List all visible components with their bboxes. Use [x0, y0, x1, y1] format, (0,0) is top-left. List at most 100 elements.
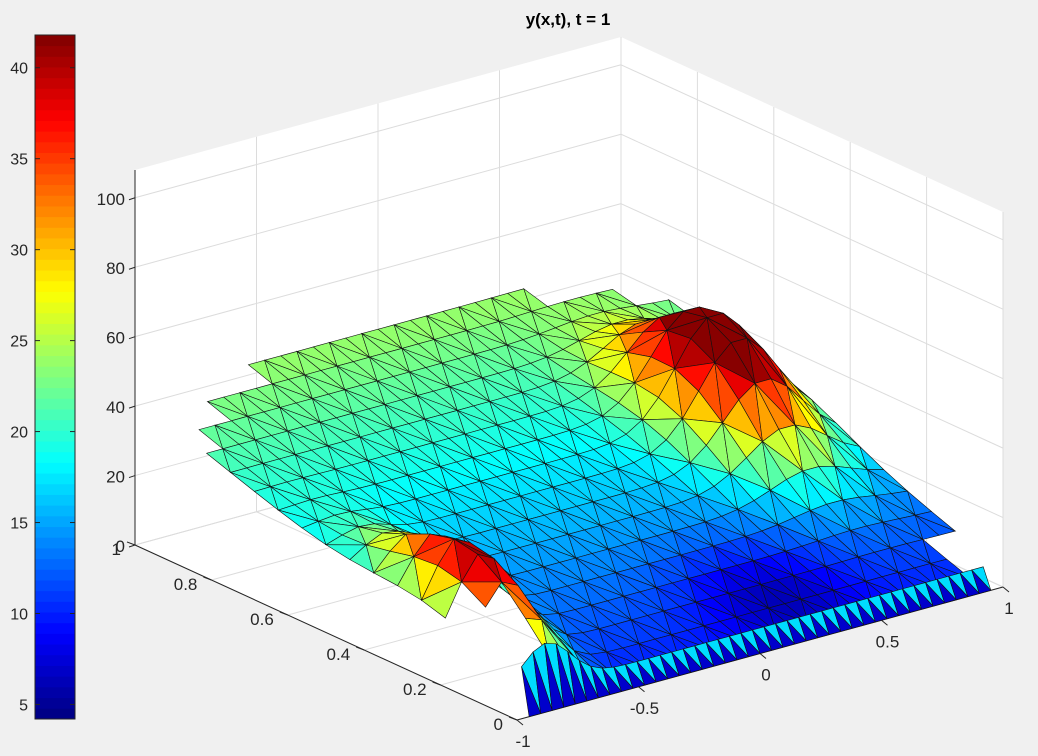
- colorbar-band: [35, 163, 75, 175]
- colorbar-band: [35, 526, 75, 538]
- colorbar-band: [35, 184, 75, 196]
- skirt-facet: [555, 643, 576, 708]
- colorbar-band: [35, 419, 75, 431]
- colorbar-band: [35, 622, 75, 634]
- colorbar-band: [35, 323, 75, 335]
- y-tick-label: 0.4: [327, 645, 351, 664]
- skirt-facet: [613, 666, 634, 692]
- skirt-facet: [636, 661, 657, 686]
- x-tick: [1002, 586, 1010, 593]
- colorbar-band: [35, 377, 75, 389]
- z-tick-label: 80: [106, 259, 125, 278]
- grid-line: [620, 272, 1004, 449]
- colorbar-band: [35, 88, 75, 100]
- colorbar-band: [35, 344, 75, 357]
- colorbar-band: [35, 291, 75, 303]
- skirt-facet: [775, 623, 796, 648]
- skirt-facet: [659, 655, 680, 680]
- skirt-facet: [867, 598, 888, 623]
- x-tick-label: 1: [1004, 599, 1013, 618]
- colorbar-band: [35, 206, 75, 218]
- colorbar-band: [35, 644, 75, 656]
- skirt-facet: [752, 629, 773, 654]
- z-tick: [128, 266, 136, 270]
- colorbar-band: [35, 302, 75, 314]
- z-tick-label: 60: [106, 329, 125, 348]
- surface-facet: [914, 514, 940, 540]
- surface-plot: [198, 287, 992, 718]
- skirt-facet: [948, 576, 969, 601]
- colorbar-tick-label: 15: [10, 516, 28, 533]
- colorbar-tick-label: 40: [10, 61, 28, 78]
- colorbar-band: [35, 248, 75, 260]
- colorbar-band: [35, 238, 75, 250]
- y-tick-label: 0.6: [250, 610, 274, 629]
- colorbar-band: [35, 590, 75, 602]
- y-tick: [508, 716, 518, 721]
- colorbar-band: [35, 697, 75, 709]
- colorbar-band: [35, 430, 75, 442]
- colorbar-band: [35, 580, 75, 592]
- colorbar-band: [35, 665, 75, 677]
- colorbar-band: [35, 67, 75, 79]
- colorbar-ticks: 40 35 30 25 20 15 10 5: [10, 61, 75, 714]
- axis-line: [134, 544, 518, 721]
- skirt-facet: [521, 666, 542, 718]
- z-tick: [128, 197, 136, 201]
- surface-facet: [460, 581, 503, 608]
- colorbar-band: [35, 131, 75, 143]
- skirt-facet: [936, 579, 957, 604]
- colorbar-band: [35, 152, 75, 164]
- skirt-facet: [705, 642, 726, 667]
- colorbar-band: [35, 45, 75, 57]
- x-tick: [759, 653, 767, 659]
- skirt-facet: [832, 607, 853, 632]
- colorbar-band: [35, 473, 75, 485]
- colorbar-band: [35, 99, 75, 111]
- skirt-facet: [809, 613, 830, 639]
- skirt-facet: [694, 645, 715, 670]
- colorbar-band: [35, 505, 75, 517]
- grid-line: [620, 64, 1004, 241]
- skirt-facet: [740, 632, 761, 658]
- x-tick: [881, 619, 888, 626]
- colorbar-tick-label: 35: [10, 152, 28, 169]
- colorbar-band: [35, 227, 75, 239]
- colorbar-frame: [34, 34, 76, 720]
- skirt-facet: [925, 582, 946, 607]
- colorbar-tick-label: 25: [10, 334, 28, 351]
- y-tick: [203, 576, 212, 581]
- colorbar-band: [35, 77, 75, 89]
- skirt-facet: [821, 610, 842, 635]
- colorbar-band: [35, 708, 75, 720]
- colorbar-tick-label: 5: [19, 697, 28, 714]
- y-tick-label: 1: [112, 540, 121, 559]
- y-tick: [126, 541, 136, 546]
- colorbar-band: [35, 259, 75, 271]
- colorbar-tick-label: 20: [10, 425, 28, 442]
- colorbar-band: [35, 216, 75, 228]
- skirt-facet: [902, 588, 923, 613]
- y-tick: [432, 681, 441, 686]
- colorbar-band: [35, 654, 75, 666]
- colorbar-band: [35, 676, 75, 688]
- colorbar-band: [35, 483, 75, 495]
- x-tick-label: -1: [515, 732, 530, 751]
- z-tick: [128, 544, 136, 548]
- y-axis-ticks: 0 0.2 0.4 0.6 0.8 1: [112, 540, 518, 734]
- colorbar-band: [35, 312, 75, 324]
- y-tick: [356, 646, 365, 651]
- colorbar-band: [35, 686, 75, 699]
- colorbar-band: [35, 280, 75, 292]
- skirt-facet: [763, 626, 784, 651]
- colorbar-band: [35, 355, 75, 367]
- y-tick: [279, 611, 288, 616]
- z-tick-label: 20: [106, 468, 125, 487]
- skirt-facet: [567, 651, 588, 705]
- colorbar-band: [35, 515, 75, 528]
- z-tick-label: 0: [116, 537, 125, 556]
- skirt-facet: [728, 636, 750, 661]
- skirt-facet: [717, 639, 738, 664]
- colorbar-band: [35, 494, 75, 506]
